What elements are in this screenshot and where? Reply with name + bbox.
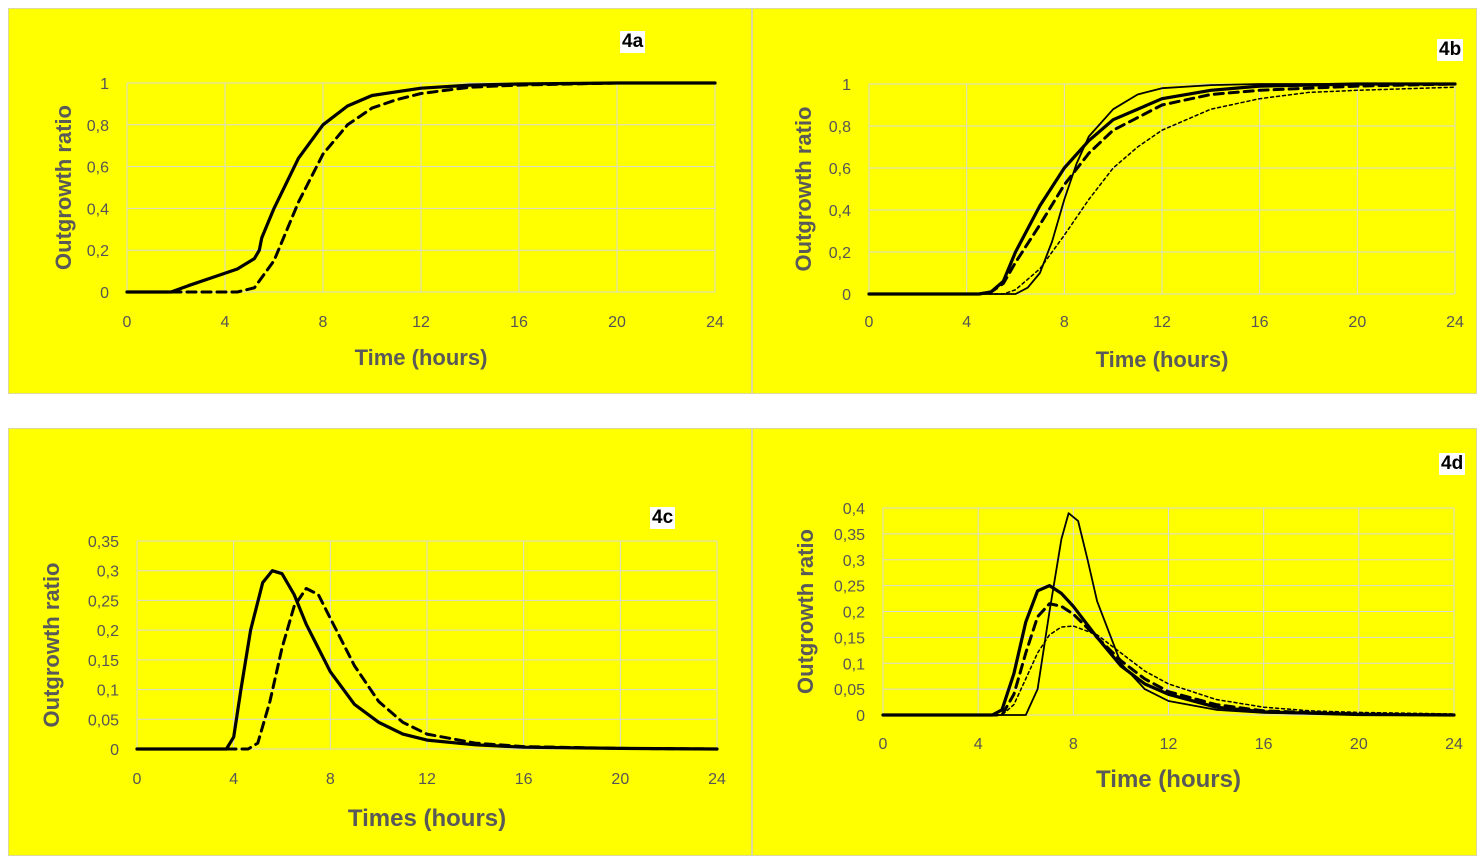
chart-4d: 0 4 8 12 16 20 24 0 0,05 0,1 0,15 0,2 0,25 0,3 0,35 0,4… xyxy=(793,501,1463,793)
y-tick-label: 0,6 xyxy=(829,161,851,178)
y-tick-label: 0,1 xyxy=(97,683,119,700)
x-axis-label: Time (hours) xyxy=(355,345,488,370)
y-tick-label: 0,4 xyxy=(829,203,851,220)
panel-4d: 0 4 8 12 16 20 24 0 0,05 0,1 0,15 0,2 0,25 0,3 0,35 0,4… xyxy=(752,428,1477,856)
x-tick-label: 16 xyxy=(1251,314,1269,331)
x-tick-label: 0 xyxy=(133,771,142,788)
x-tick-label: 12 xyxy=(412,314,430,331)
x-tick-label: 12 xyxy=(1160,736,1178,753)
y-tick-label: 0,2 xyxy=(829,245,851,262)
x-tick-label: 0 xyxy=(123,314,132,331)
y-tick-label: 0,1 xyxy=(843,656,865,673)
series-line-dashed-thick xyxy=(135,587,719,751)
y-tick-label: 0 xyxy=(856,708,865,725)
x-tick-label: 24 xyxy=(1446,314,1464,331)
series-line-dashed-thick xyxy=(867,82,1457,296)
y-axis-label: Outgrowth ratio xyxy=(39,563,64,728)
panel-label-4d: 4d xyxy=(1439,453,1466,475)
y-tick-label: 0,25 xyxy=(834,579,865,596)
x-tick-label: 20 xyxy=(1348,314,1366,331)
series-line-solid-thin xyxy=(882,512,1455,716)
y-tick-label: 0,8 xyxy=(87,118,109,135)
x-tick-label: 12 xyxy=(1153,314,1171,331)
y-tick-label: 0,2 xyxy=(97,623,119,640)
x-tick-label: 24 xyxy=(1445,736,1463,753)
x-tick-label: 4 xyxy=(962,314,971,331)
chart-4c: 0 4 8 12 16 20 24 0 0,05 0,1 0,15 0,2 0,25 0,3 0,35 Tim… xyxy=(39,534,726,832)
x-tick-label: 4 xyxy=(221,314,230,331)
y-tick-label: 0 xyxy=(100,285,109,302)
y-tick-label: 0,3 xyxy=(843,553,865,570)
x-tick-label: 24 xyxy=(708,771,726,788)
panel-label-4c: 4c xyxy=(650,507,676,529)
series-line-solid-thick xyxy=(135,569,719,751)
y-tick-label: 0,3 xyxy=(97,564,119,581)
y-tick-label: 0,4 xyxy=(87,201,109,218)
y-tick-label: 0,25 xyxy=(88,593,119,610)
chart-4b: 0 4 8 12 16 20 24 0 0,2 0,4 0,6 0,8 1 Time (hours) Out… xyxy=(791,77,1464,372)
x-tick-label: 24 xyxy=(706,314,724,331)
y-tick-label: 1 xyxy=(100,76,109,93)
panel-label-4a: 4a xyxy=(620,31,646,53)
x-tick-label: 8 xyxy=(319,314,328,331)
x-tick-label: 8 xyxy=(326,771,335,788)
y-tick-label: 1 xyxy=(842,77,851,94)
series-line-dotted-thin xyxy=(868,86,1456,295)
x-tick-label: 0 xyxy=(879,736,888,753)
y-axis-label: Outgrowth ratio xyxy=(793,529,818,694)
y-tick-label: 0,05 xyxy=(834,682,865,699)
x-tick-label: 20 xyxy=(611,771,629,788)
series-line-solid-thick xyxy=(881,584,1456,717)
series-line-dotted-thin xyxy=(882,625,1455,716)
x-tick-label: 4 xyxy=(229,771,238,788)
x-tick-label: 20 xyxy=(608,314,626,331)
series-line-solid-thick xyxy=(125,81,717,294)
x-tick-label: 0 xyxy=(865,314,874,331)
panel-4a: 0 4 8 12 16 20 24 0 0,2 0,4 0,6 0,8 1 Time (hours) Out… xyxy=(8,8,752,394)
panel-4b: 0 4 8 12 16 20 24 0 0,2 0,4 0,6 0,8 1 Time (hours) Out… xyxy=(752,8,1477,394)
y-tick-label: 0,15 xyxy=(88,653,119,670)
x-tick-label: 16 xyxy=(510,314,528,331)
y-axis-label: Outgrowth ratio xyxy=(791,107,816,272)
y-tick-label: 0,2 xyxy=(843,605,865,622)
x-tick-label: 16 xyxy=(1255,736,1273,753)
x-tick-label: 12 xyxy=(418,771,436,788)
panel-label-4b: 4b xyxy=(1437,39,1464,61)
x-tick-label: 16 xyxy=(515,771,533,788)
y-tick-label: 0 xyxy=(110,742,119,759)
y-tick-label: 0,8 xyxy=(829,119,851,136)
series-line-solid-thin xyxy=(868,83,1456,295)
y-axis-label: Outgrowth ratio xyxy=(51,105,76,270)
series-line-dashed-thick xyxy=(881,602,1456,717)
y-tick-label: 0,35 xyxy=(834,527,865,544)
x-tick-label: 4 xyxy=(974,736,983,753)
x-axis-label: Times (hours) xyxy=(348,805,506,832)
y-tick-label: 0,05 xyxy=(88,712,119,729)
y-tick-label: 0,2 xyxy=(87,243,109,260)
y-tick-label: 0 xyxy=(842,287,851,304)
x-tick-label: 8 xyxy=(1069,736,1078,753)
y-tick-label: 0,35 xyxy=(88,534,119,551)
chart-4a: 0 4 8 12 16 20 24 0 0,2 0,4 0,6 0,8 1 Time (hours) Out… xyxy=(51,76,724,370)
series-line-dashed-thick xyxy=(125,81,717,294)
x-tick-label: 20 xyxy=(1350,736,1368,753)
y-tick-label: 0,4 xyxy=(843,501,865,518)
x-axis-label: Time (hours) xyxy=(1096,766,1241,793)
x-tick-label: 8 xyxy=(1060,314,1069,331)
x-axis-label: Time (hours) xyxy=(1096,347,1229,372)
y-tick-label: 0,6 xyxy=(87,160,109,177)
y-tick-label: 0,15 xyxy=(834,630,865,647)
panel-4c: 0 4 8 12 16 20 24 0 0,05 0,1 0,15 0,2 0,25 0,3 0,35 Tim… xyxy=(8,428,752,856)
